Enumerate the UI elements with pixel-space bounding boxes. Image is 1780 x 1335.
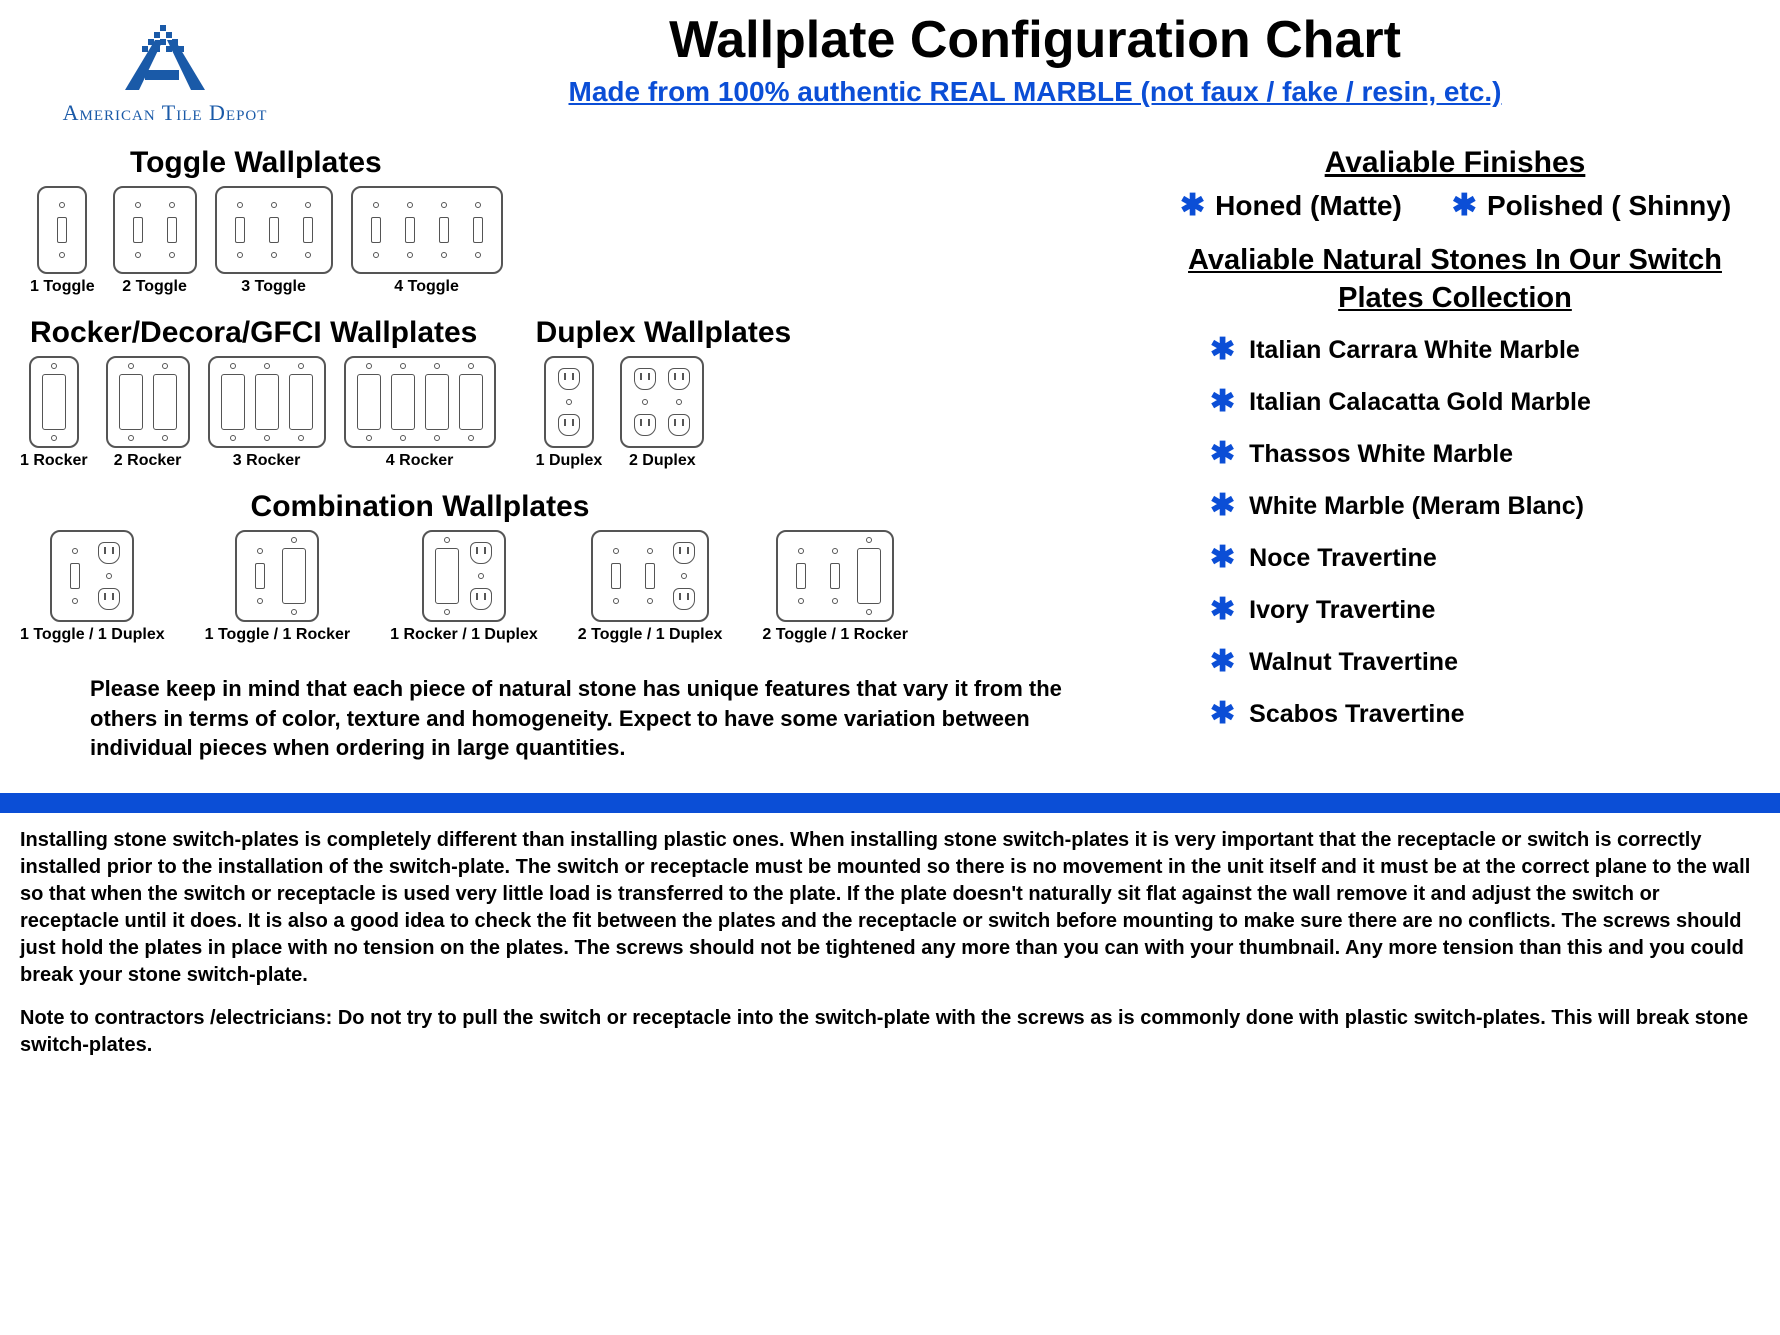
finish-item: ✱ Polished ( Shinny) [1452, 190, 1731, 222]
install-p2: Note to contractors /electricians: Do no… [20, 1005, 1760, 1059]
plate-label: 1 Toggle / 1 Duplex [20, 626, 165, 644]
logo-text: American Tile Depot [20, 100, 310, 126]
stone-label: Walnut Travertine [1249, 648, 1458, 677]
stone-label: Noce Travertine [1249, 544, 1437, 573]
star-icon: ✱ [1210, 699, 1235, 729]
plate-item: 1 Rocker / 1 Duplex [390, 530, 538, 644]
finish-label: Honed (Matte) [1215, 190, 1402, 222]
stone-item: ✱ Thassos White Marble [1210, 439, 1760, 469]
stones-title: Avaliable Natural Stones In Our Switch P… [1150, 242, 1760, 317]
combo-section: Combination Wallplates 1 Toggle / 1 Dupl… [20, 490, 1140, 644]
stone-label: Italian Carrara White Marble [1249, 336, 1580, 365]
stone-item: ✱ White Marble (Meram Blanc) [1210, 491, 1760, 521]
stone-label: Italian Calacatta Gold Marble [1249, 388, 1591, 417]
plate-label: 1 Rocker [20, 452, 88, 470]
plate-item: 3 Toggle [215, 186, 333, 296]
stone-item: ✱ Ivory Travertine [1210, 595, 1760, 625]
plate-label: 2 Duplex [629, 452, 696, 470]
plate-item: 1 Rocker [20, 356, 88, 470]
stone-item: ✱ Noce Travertine [1210, 543, 1760, 573]
plate-item: 2 Toggle [113, 186, 197, 296]
star-icon: ✱ [1210, 335, 1235, 365]
plate-label: 1 Toggle / 1 Rocker [205, 626, 351, 644]
header: American Tile Depot Wallplate Configurat… [0, 0, 1780, 126]
star-icon: ✱ [1180, 191, 1205, 221]
star-icon: ✱ [1210, 387, 1235, 417]
variation-note: Please keep in mind that each piece of n… [20, 654, 1140, 773]
plate-label: 2 Toggle / 1 Duplex [578, 626, 723, 644]
plate-item: 2 Toggle / 1 Rocker [762, 530, 908, 644]
toggle-title: Toggle Wallplates [130, 146, 1140, 180]
toggle-section: Toggle Wallplates 1 Toggle 2 Toggle 3 To… [20, 146, 1140, 296]
star-icon: ✱ [1210, 595, 1235, 625]
plate-item: 3 Rocker [208, 356, 326, 470]
stone-item: ✱ Italian Calacatta Gold Marble [1210, 387, 1760, 417]
install-p1: Installing stone switch-plates is comple… [20, 827, 1760, 989]
plate-label: 1 Rocker / 1 Duplex [390, 626, 538, 644]
duplex-section: Duplex Wallplates 1 Duplex 2 Duplex [536, 306, 792, 470]
page-title: Wallplate Configuration Chart [310, 10, 1760, 70]
stone-label: White Marble (Meram Blanc) [1249, 492, 1584, 521]
stone-item: ✱ Walnut Travertine [1210, 647, 1760, 677]
plate-item: 1 Toggle / 1 Duplex [20, 530, 165, 644]
finish-item: ✱ Honed (Matte) [1180, 190, 1402, 222]
stones-list: ✱ Italian Carrara White Marble ✱ Italian C… [1150, 335, 1760, 729]
stone-item: ✱ Italian Carrara White Marble [1210, 335, 1760, 365]
plate-label: 1 Duplex [536, 452, 603, 470]
stone-label: Ivory Travertine [1249, 596, 1435, 625]
logo: American Tile Depot [20, 10, 310, 126]
plate-item: 1 Toggle [30, 186, 95, 296]
divider-bar [0, 793, 1780, 813]
finishes-title: Avaliable Finishes [1150, 146, 1760, 180]
finish-label: Polished ( Shinny) [1487, 190, 1731, 222]
logo-a-icon [105, 20, 225, 100]
plate-label: 4 Toggle [394, 278, 459, 296]
rocker-section: Rocker/Decora/GFCI Wallplates 1 Rocker 2… [20, 306, 496, 470]
star-icon: ✱ [1210, 439, 1235, 469]
finishes-list: ✱ Honed (Matte) ✱ Polished ( Shinny) [1180, 190, 1760, 222]
plate-item: 4 Rocker [344, 356, 496, 470]
plate-label: 4 Rocker [386, 452, 454, 470]
plate-item: 4 Toggle [351, 186, 503, 296]
plate-item: 1 Toggle / 1 Rocker [205, 530, 351, 644]
install-instructions: Installing stone switch-plates is comple… [0, 813, 1780, 1089]
stone-item: ✱ Scabos Travertine [1210, 699, 1760, 729]
star-icon: ✱ [1210, 491, 1235, 521]
star-icon: ✱ [1210, 543, 1235, 573]
plate-item: 1 Duplex [536, 356, 603, 470]
stone-label: Thassos White Marble [1249, 440, 1513, 469]
plate-label: 1 Toggle [30, 278, 95, 296]
duplex-title: Duplex Wallplates [536, 316, 792, 350]
stone-label: Scabos Travertine [1249, 700, 1464, 729]
plate-label: 3 Toggle [241, 278, 306, 296]
star-icon: ✱ [1210, 647, 1235, 677]
plate-item: 2 Rocker [106, 356, 190, 470]
plate-item: 2 Duplex [620, 356, 704, 470]
plate-label: 2 Toggle / 1 Rocker [762, 626, 908, 644]
plate-item: 2 Toggle / 1 Duplex [578, 530, 723, 644]
star-icon: ✱ [1452, 191, 1477, 221]
combo-title: Combination Wallplates [20, 490, 820, 524]
plate-label: 3 Rocker [233, 452, 301, 470]
plate-label: 2 Rocker [114, 452, 182, 470]
rocker-title: Rocker/Decora/GFCI Wallplates [30, 316, 496, 350]
plate-label: 2 Toggle [122, 278, 187, 296]
subtitle-link[interactable]: Made from 100% authentic REAL MARBLE (no… [569, 76, 1502, 108]
